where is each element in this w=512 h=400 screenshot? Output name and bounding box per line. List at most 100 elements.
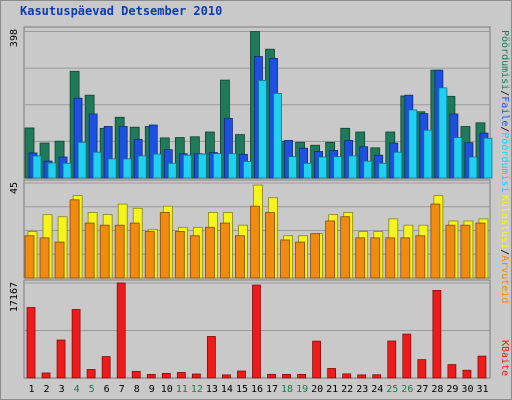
x-tick-label-21: 21 (326, 384, 338, 395)
chart-title: Kasutuspäevad Detsember 2010 (20, 4, 223, 18)
visits-panel-bar-arvuteid-19 (295, 241, 305, 279)
visits-panel-bar-arvuteid-3 (54, 241, 65, 279)
kbytes-panel-bar-kbaite-22 (342, 373, 352, 379)
kbytes-panel-bar-kbaite-13 (206, 336, 216, 379)
kbytes-panel-bar-kbaite-23 (357, 374, 367, 379)
hits-panel-bar-p-rdumisi-21 (333, 156, 343, 179)
hits-panel-bar-p-rdumisi-10 (167, 162, 177, 179)
legend-hits: Pöördumisi/Faile/Pöördumisi (499, 30, 510, 193)
kbytes-panel-bar-kbaite-27 (417, 359, 427, 379)
x-tick-label-26: 26 (401, 384, 413, 395)
x-tick-label-10: 10 (161, 384, 173, 395)
x-tick-label-5: 5 (89, 384, 95, 395)
kbytes-panel-bar-kbaite-15 (237, 370, 246, 379)
x-tick-label-15: 15 (236, 384, 248, 395)
visits-panel-bar-arvuteid-9 (144, 231, 155, 279)
visits-panel-bar-arvuteid-12 (189, 235, 200, 279)
visits-panel-bar-arvuteid-1 (24, 235, 35, 279)
kbytes-panel-bar-kbaite-17 (267, 373, 276, 379)
visits-panel-bar-arvuteid-28 (430, 203, 441, 279)
x-tick-label-14: 14 (221, 384, 233, 395)
visits-panel-bar-arvuteid-13 (204, 226, 215, 279)
hits-panel-bar-p-rdumisi-16 (258, 80, 267, 179)
kbytes-panel-bar-kbaite-16 (252, 284, 261, 379)
x-tick-label-9: 9 (149, 384, 155, 395)
hits-panel-bar-p-rdumisi-13 (212, 153, 222, 179)
hits-panel-bar-p-rdumisi-5 (92, 151, 102, 179)
legend-hits-part: Pöördumisi (499, 30, 510, 90)
hits-panel-bar-p-rdumisi-28 (438, 87, 448, 179)
visits-panel-bar-arvuteid-8 (129, 222, 140, 279)
visits-panel-bar-arvuteid-4 (69, 199, 80, 279)
x-tick-label-28: 28 (431, 384, 443, 395)
x-tick-label-6: 6 (104, 384, 110, 395)
kbytes-panel-bar-kbaite-24 (372, 374, 382, 379)
x-tick-label-27: 27 (416, 384, 428, 395)
hits-panel-bar-p-rdumisi-26 (408, 109, 418, 179)
hits-panel-ymax-label: 398 (9, 29, 20, 47)
x-tick-label-2: 2 (44, 384, 50, 395)
visits-panel-bar-arvuteid-7 (114, 224, 125, 279)
hits-panel-bar-p-rdumisi-27 (423, 129, 433, 179)
visits-panel-bar-arvuteid-15 (235, 235, 245, 279)
kbytes-panel-bar-kbaite-9 (146, 374, 156, 379)
visits-panel-bar-arvuteid-6 (99, 224, 110, 279)
x-tick-label-20: 20 (311, 384, 323, 395)
visits-panel-bar-arvuteid-5 (84, 222, 95, 279)
kbytes-panel-bar-kbaite-19 (297, 374, 306, 379)
kbytes-panel-bar-kbaite-10 (161, 372, 171, 379)
legend-visits-part: Külastusi (499, 195, 510, 249)
visits-panel-bar-arvuteid-18 (280, 239, 290, 279)
visits-panel-bar-arvuteid-30 (460, 224, 471, 279)
x-tick-label-22: 22 (341, 384, 353, 395)
kbytes-panel-bar-kbaite-11 (176, 372, 186, 379)
hits-panel-bar-p-rdumisi-8 (137, 155, 147, 179)
kbytes-panel-bar-kbaite-25 (387, 340, 397, 379)
visits-panel-bar-arvuteid-17 (265, 212, 275, 279)
x-tick-label-18: 18 (281, 384, 293, 395)
x-tick-label-24: 24 (371, 384, 383, 395)
x-tick-label-31: 31 (476, 384, 488, 395)
kbytes-panel-ymax-label: 17167 (9, 282, 20, 312)
visits-panel-bar-arvuteid-31 (475, 222, 486, 279)
x-tick-label-23: 23 (356, 384, 368, 395)
kbytes-panel-bar-kbaite-4 (71, 309, 81, 379)
legend-kbytes: KBaite (499, 340, 510, 376)
hits-panel-bar-p-rdumisi-6 (107, 158, 117, 179)
kbytes-panel-bar-kbaite-3 (56, 339, 66, 379)
visits-panel-bar-arvuteid-24 (370, 237, 381, 279)
x-tick-label-16: 16 (251, 384, 263, 395)
legend-hits-part: / (499, 126, 510, 132)
visits-panel-bar-arvuteid-25 (385, 237, 396, 279)
kbytes-panel-bar-kbaite-31 (477, 355, 487, 379)
hits-panel-bar-p-rdumisi-15 (243, 161, 252, 179)
x-tick-label-12: 12 (191, 384, 203, 395)
x-tick-label-11: 11 (176, 384, 188, 395)
x-tick-label-19: 19 (296, 384, 308, 395)
hits-panel-bar-p-rdumisi-14 (228, 153, 237, 179)
hits-panel-bar-p-rdumisi-18 (288, 156, 297, 179)
hits-panel-bar-p-rdumisi-22 (348, 155, 358, 179)
kbytes-panel-bar-kbaite-8 (131, 370, 141, 379)
hits-panel-bar-p-rdumisi-12 (197, 153, 207, 179)
visits-panel-bar-arvuteid-11 (174, 231, 185, 279)
kbytes-panel-bar-kbaite-30 (462, 369, 472, 379)
hits-panel-bar-p-rdumisi-31 (483, 137, 493, 179)
x-tick-label-17: 17 (266, 384, 278, 395)
kbytes-panel-bar-kbaite-18 (282, 374, 291, 379)
visits-panel-bar-arvuteid-23 (355, 237, 366, 279)
kbytes-panel-bar-kbaite-6 (101, 356, 111, 379)
kbytes-panel-bar-kbaite-1 (26, 307, 36, 379)
kbytes-panel-bar-kbaite-14 (222, 374, 231, 379)
visits-panel-bar-arvuteid-21 (325, 220, 336, 279)
hits-panel-bar-p-rdumisi-24 (378, 162, 388, 179)
legend-visits: Külastusi/Arvuteid (499, 195, 510, 303)
hits-panel-bar-p-rdumisi-23 (363, 160, 373, 179)
legend-hits-part: Faile (499, 96, 510, 126)
legend-visits-part: Arvuteid (499, 255, 510, 303)
visits-panel-bar-arvuteid-29 (445, 224, 456, 279)
x-tick-label-25: 25 (386, 384, 398, 395)
hits-panel-bar-p-rdumisi-17 (273, 92, 282, 179)
x-tick-label-8: 8 (134, 384, 140, 395)
hits-panel-bar-p-rdumisi-30 (468, 156, 478, 179)
